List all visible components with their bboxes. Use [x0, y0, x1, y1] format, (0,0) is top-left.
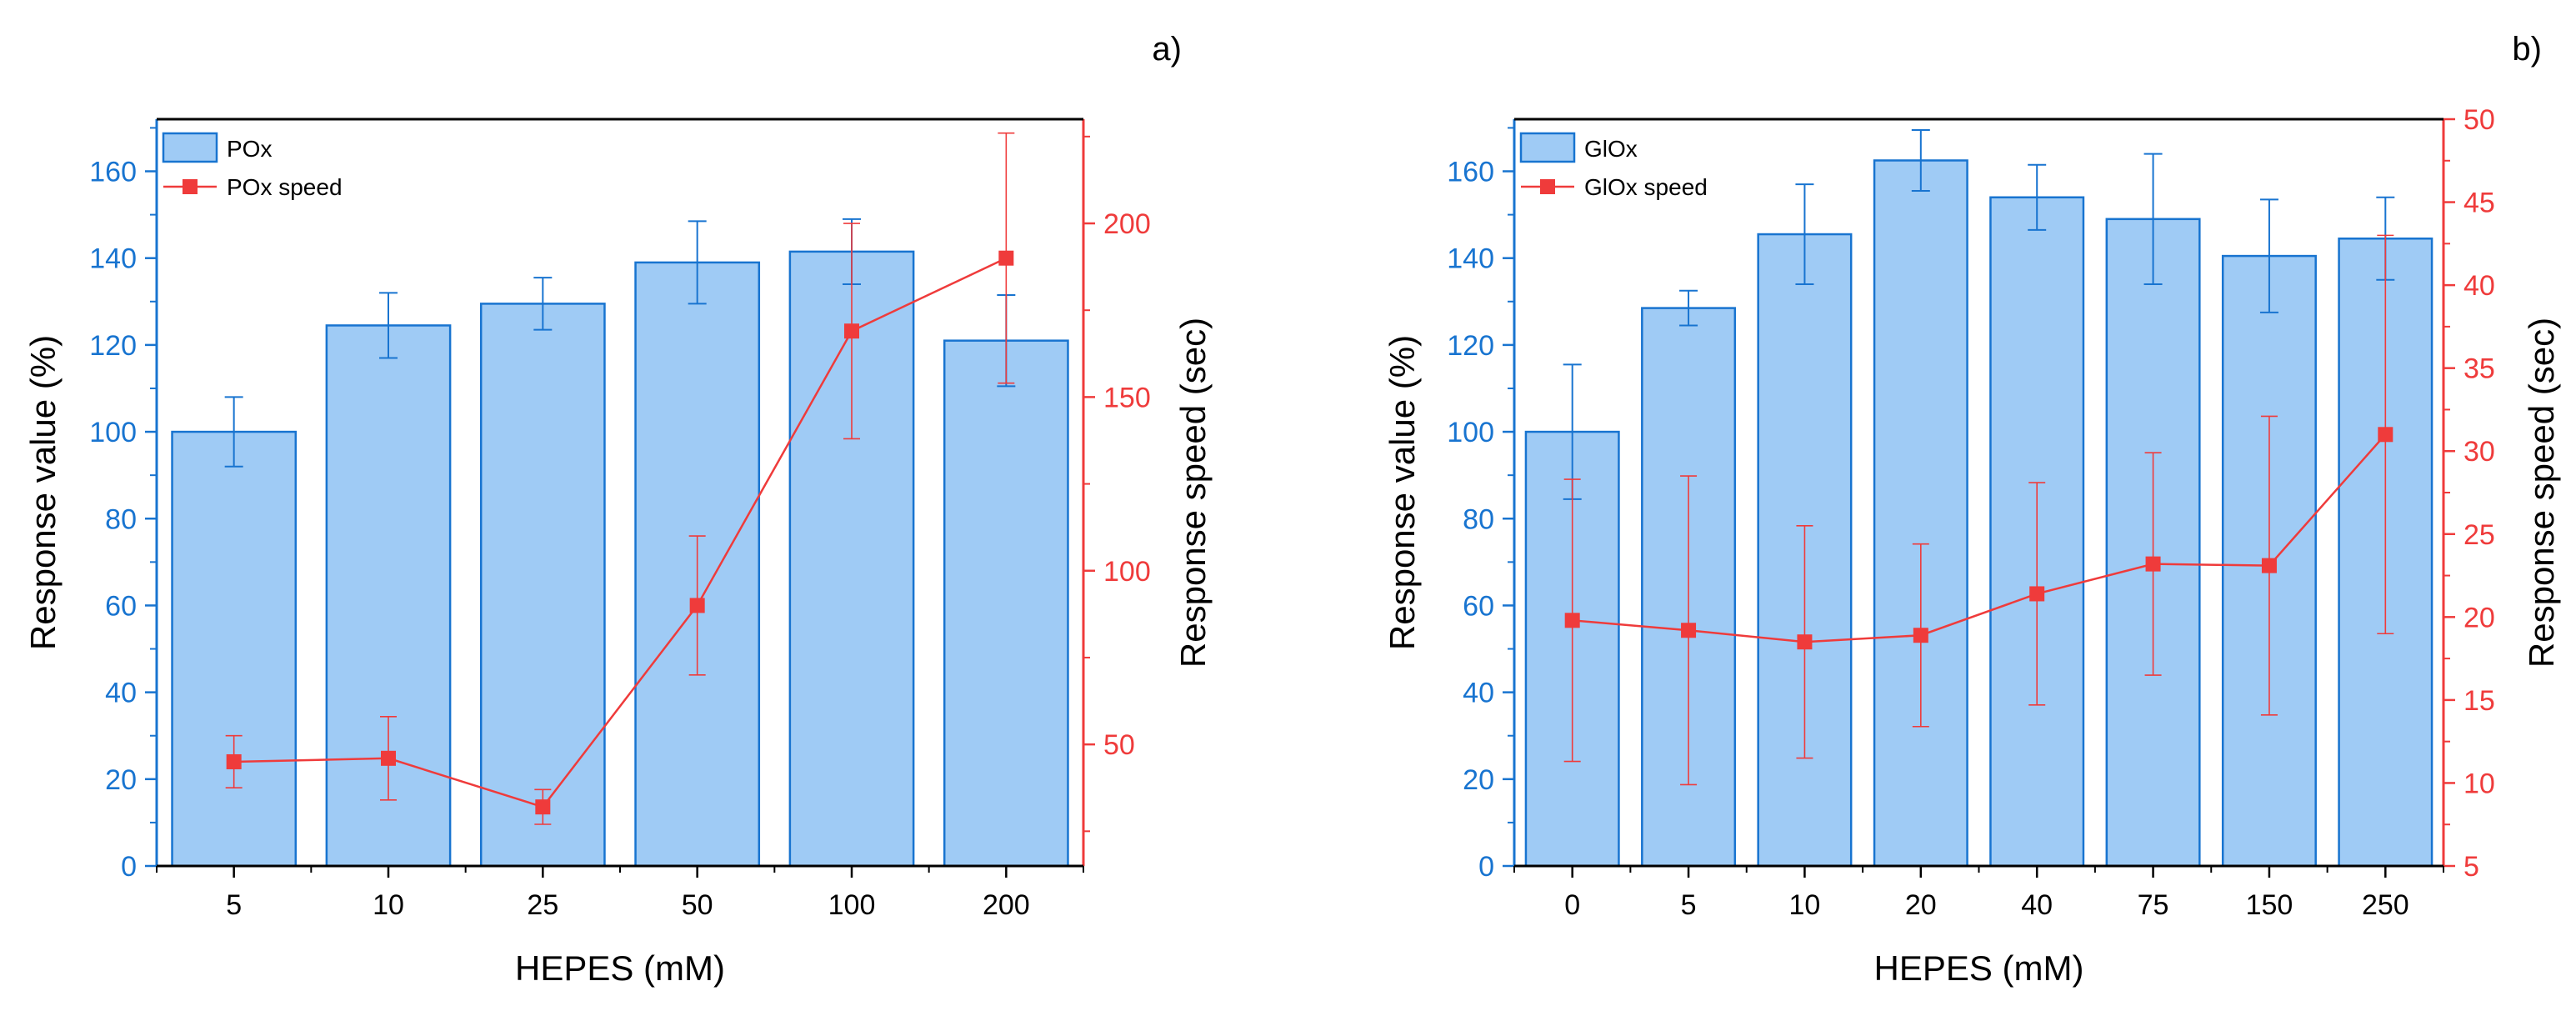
right-tick-label: 40: [2463, 270, 2495, 302]
right-tick-label: 200: [1103, 208, 1151, 240]
left-tick-label: 120: [1447, 330, 1494, 362]
speed-marker-200: [998, 250, 1014, 266]
speed-marker-5: [226, 753, 242, 769]
legend-marker: [183, 179, 198, 194]
panel-label: b): [2512, 31, 2542, 68]
left-tick-label: 60: [105, 590, 137, 622]
x-tick-label: 5: [226, 889, 242, 921]
speed-marker-10: [1797, 634, 1813, 650]
right-tick-label: 5: [2463, 851, 2479, 883]
speed-line: [233, 257, 1007, 808]
x-tick-label: 100: [828, 889, 876, 921]
right-tick-label: 150: [1103, 382, 1151, 413]
legend-marker: [1540, 179, 1555, 194]
left-tick-label: 120: [89, 330, 137, 362]
speed-marker-150: [2261, 558, 2277, 573]
left-tick-label: 20: [1463, 764, 1494, 796]
bar-error-40: [2028, 163, 2047, 231]
x-tick-label: 40: [2021, 889, 2053, 921]
bar-pox-25: [479, 303, 606, 868]
bar-error-5: [1679, 289, 1698, 327]
bar-error-150: [2259, 198, 2278, 313]
legend-label-bar: POx: [227, 136, 272, 162]
left-tick-label: 40: [1463, 678, 1494, 709]
bar-error-10: [379, 292, 398, 359]
chart-panel-a: 0 20 40 60 80 100 120 140 160 50 100 150 200 5 10 25 50 1…: [23, 31, 1213, 988]
left-tick-label: 140: [89, 243, 137, 275]
legend-swatch-bar: [1519, 132, 1576, 163]
x-tick-label: 200: [983, 889, 1030, 921]
chart-panel-b: 0204060801001201401605101520253035404550…: [1383, 31, 2561, 988]
x-axis-title: HEPES (mM): [1874, 948, 2084, 988]
left-tick-label: 0: [121, 851, 137, 883]
speed-marker-40: [2029, 586, 2045, 602]
legend: GlOx GlOx speed: [1519, 132, 1708, 200]
speed-marker-20: [1913, 628, 1928, 643]
speed-marker-5: [1681, 623, 1697, 638]
x-tick-label: 75: [2138, 889, 2169, 921]
left-tick-label: 100: [89, 417, 137, 448]
right-axis-title: Response speed (sec): [1173, 318, 1213, 668]
speed-line: [1572, 433, 2387, 643]
bar-glox-20: [1873, 159, 1968, 868]
legend-label-bar: GlOx: [1584, 136, 1638, 162]
speed-marker-50: [689, 598, 705, 613]
left-tick-label: 40: [105, 678, 137, 709]
left-tick-label: 100: [1447, 417, 1494, 448]
bar-error-20: [1911, 129, 1930, 192]
right-tick-label: 10: [2463, 768, 2495, 799]
speed-marker-75: [2145, 556, 2161, 572]
left-tick-label: 140: [1447, 243, 1494, 275]
x-tick-label: 10: [1789, 889, 1821, 921]
x-tick-label: 250: [2362, 889, 2409, 921]
bar-error-5: [224, 396, 243, 468]
speed-marker-100: [844, 323, 859, 339]
right-tick-label: 25: [2463, 519, 2495, 551]
x-axis-title: HEPES (mM): [515, 948, 725, 988]
speed-marker-0: [1564, 613, 1580, 628]
bar-pox-5: [171, 430, 298, 868]
x-tick-label: 20: [1905, 889, 1937, 921]
x-tick-label: 0: [1564, 889, 1580, 921]
x-tick-label: 150: [2246, 889, 2293, 921]
left-tick-label: 160: [1447, 157, 1494, 188]
panel-label: a): [1152, 31, 1182, 68]
bar-error-10: [1795, 183, 1814, 285]
x-tick-label: 25: [527, 889, 558, 921]
speed-marker-250: [2378, 427, 2393, 443]
left-tick-label: 20: [105, 764, 137, 796]
right-axis-title: Response speed (sec): [2522, 318, 2561, 668]
bar-pox-200: [943, 339, 1069, 868]
right-tick-label: 100: [1103, 556, 1151, 588]
left-tick-label: 80: [105, 503, 137, 535]
right-tick-label: 50: [2463, 104, 2495, 136]
x-tick-label: 50: [682, 889, 713, 921]
legend-label-speed: POx speed: [227, 174, 343, 200]
right-tick-label: 30: [2463, 436, 2495, 468]
left-tick-label: 80: [1463, 503, 1494, 535]
legend-label-speed: GlOx speed: [1584, 174, 1708, 200]
right-tick-label: 20: [2463, 602, 2495, 633]
right-tick-label: 45: [2463, 188, 2495, 219]
x-tick-label: 5: [1681, 889, 1697, 921]
legend-swatch-bar: [162, 132, 218, 163]
bar-error-25: [533, 277, 553, 331]
left-tick-label: 60: [1463, 590, 1494, 622]
right-tick-label: 15: [2463, 685, 2495, 717]
right-tick-label: 35: [2463, 353, 2495, 385]
speed-marker-10: [381, 750, 396, 766]
bar-error-50: [688, 220, 707, 305]
left-axis-title: Response value (%): [1383, 335, 1422, 650]
right-tick-label: 50: [1103, 729, 1135, 761]
bar-error-75: [2143, 153, 2163, 285]
speed-marker-25: [535, 799, 551, 815]
left-tick-label: 0: [1478, 851, 1494, 883]
legend: POx POx speed: [162, 132, 343, 200]
left-axis-title: Response value (%): [23, 335, 63, 650]
left-tick-label: 160: [89, 157, 137, 188]
x-tick-label: 10: [373, 889, 404, 921]
